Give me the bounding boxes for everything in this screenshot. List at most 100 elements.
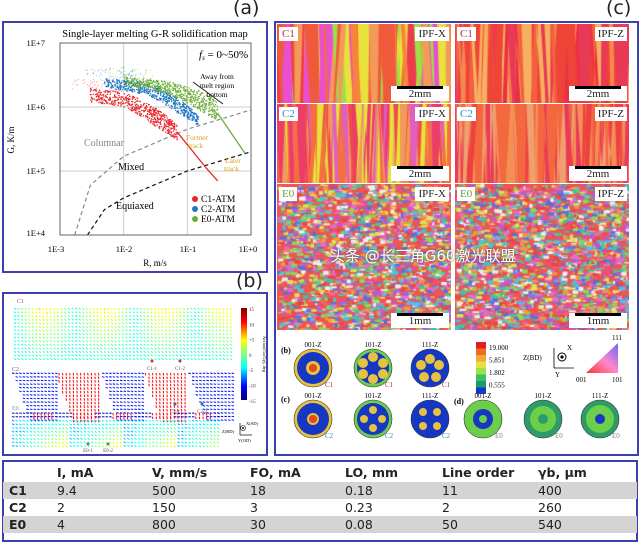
gradient-arrow: [18, 426, 22, 430]
gradient-arrow: [229, 350, 233, 354]
gradient-arrow: [164, 311, 167, 315]
gradient-arrow: [94, 405, 96, 408]
gradient-arrow: [226, 340, 229, 343]
data-point-e0-atm: [151, 82, 153, 84]
gradient-arrow: [157, 332, 160, 336]
data-point-e0-atm: [136, 81, 138, 83]
gradient-arrow: [182, 325, 186, 329]
gradient-arrow: [119, 390, 123, 393]
gradient-arrow: [112, 394, 116, 396]
data-point-e0-atm: [210, 103, 212, 106]
gradient-arrow: [224, 401, 227, 403]
gradient-arrow: [227, 379, 231, 382]
gradient-arrow: [139, 332, 143, 336]
data-point-c2-atm: [128, 89, 131, 92]
data-point-c2-atm: [115, 85, 117, 87]
gradient-arrow: [96, 325, 99, 329]
data-point-c1-atm: [93, 88, 96, 91]
gradient-arrow: [216, 419, 220, 422]
gradient-arrow: [208, 311, 211, 314]
column-header: V, mm/s: [152, 464, 208, 480]
gradient-arrow: [83, 401, 86, 405]
gradient-arrow: [101, 441, 105, 444]
data-point-e0-atm: [215, 101, 218, 103]
gradient-arrow: [128, 322, 132, 325]
gradient-arrow: [51, 423, 54, 426]
data-point-c2-atm: [160, 88, 162, 91]
gradient-arrow: [31, 347, 35, 350]
data-point-e0-atm: [213, 105, 216, 108]
gradient-arrow: [101, 419, 105, 423]
data-point-e0-atm: [187, 99, 189, 101]
gradient-arrow: [44, 394, 47, 396]
data-point-c2-atm: [168, 95, 171, 97]
gradient-arrow: [200, 307, 204, 311]
gradient-arrow: [224, 419, 227, 421]
data-point-e0-atm: [140, 82, 143, 85]
gradient-arrow: [33, 419, 37, 422]
gradient-arrow: [60, 354, 64, 357]
data-point-e0-atm: [132, 82, 134, 84]
marker-label: C1-1: [147, 367, 158, 372]
gradient-arrow: [96, 343, 99, 347]
data-point-c2-atm: [196, 115, 199, 118]
gradient-arrow: [179, 307, 182, 311]
gradient-arrow: [33, 423, 37, 426]
gradient-arrow: [143, 336, 146, 339]
data-point-c2-atm: [169, 106, 171, 109]
data-point-c1-atm: [148, 113, 151, 116]
data-point-e0-atm: [207, 98, 210, 100]
data-point-c1-atm: [167, 130, 169, 132]
gradient-arrow: [58, 430, 61, 434]
gradient-arrow: [29, 404, 33, 407]
gradient-arrow: [193, 318, 197, 321]
gradient-arrow: [123, 441, 127, 444]
gradient-arrow: [125, 357, 128, 361]
gradient-arrow: [121, 350, 125, 354]
data-point-c2-atm: [179, 105, 181, 108]
gradient-arrow: [90, 394, 93, 398]
gradient-arrow: [123, 415, 127, 418]
gradient-arrow: [76, 434, 80, 437]
data-point-c1-atm: [146, 110, 149, 113]
gradient-arrow: [47, 445, 50, 448]
data-point-c1-atm: [112, 96, 114, 99]
data-point-c2-atm: [177, 112, 180, 114]
data-point-c2-atm: [195, 122, 197, 125]
gradient-arrow: [69, 390, 71, 394]
data-point-c1-atm: [125, 99, 128, 102]
gradient-arrow: [17, 322, 20, 325]
data-point-c1-atm: [167, 121, 170, 123]
gradient-arrow: [51, 372, 55, 375]
away-annotation: Away from melt region bottom: [200, 72, 235, 99]
gradient-arrow: [121, 354, 125, 357]
gradient-arrow: [78, 347, 82, 350]
gradient-arrow: [105, 445, 108, 448]
gradient-arrow: [193, 307, 197, 310]
gradient-arrow: [205, 412, 208, 416]
gradient-arrow: [173, 387, 176, 390]
gradient-arrow: [19, 372, 22, 375]
gradient-arrow: [146, 340, 150, 343]
gradient-arrow: [188, 423, 191, 426]
gradient-arrow: [126, 412, 129, 416]
data-point-c2-atm: [166, 101, 168, 104]
gradient-arrow: [164, 314, 167, 318]
gradient-arrow: [90, 405, 93, 408]
gradient-arrow: [128, 318, 132, 321]
data-point-c2-atm: [164, 100, 167, 103]
data-point-c1-atm: [163, 120, 165, 122]
ebsd-map-c2-ipf-z: C2 IPF-Z 2mm: [455, 104, 629, 183]
map-mode-label: IPF-X: [415, 27, 449, 41]
gradient-arrow: [118, 322, 121, 325]
gradient-arrow: [18, 423, 22, 426]
gradient-arrow: [166, 387, 168, 390]
gradient-arrow: [83, 430, 87, 433]
gradient-arrow: [169, 405, 172, 408]
gradient-arrow: [116, 383, 119, 385]
gradient-arrow: [184, 441, 188, 444]
gradient-arrow: [36, 437, 40, 441]
gradient-arrow: [118, 336, 121, 339]
data-point-e0-atm: [214, 100, 216, 102]
data-point-c2-atm: [105, 85, 108, 87]
